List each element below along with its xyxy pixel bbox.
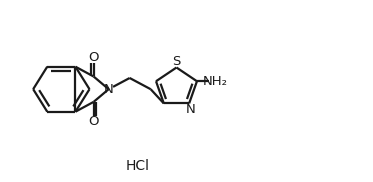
Text: N: N — [104, 83, 113, 96]
Text: N: N — [186, 103, 196, 116]
Text: S: S — [172, 55, 181, 68]
Text: O: O — [88, 114, 99, 128]
Text: HCl: HCl — [126, 159, 150, 173]
Text: O: O — [88, 51, 99, 64]
Text: NH₂: NH₂ — [203, 75, 228, 88]
